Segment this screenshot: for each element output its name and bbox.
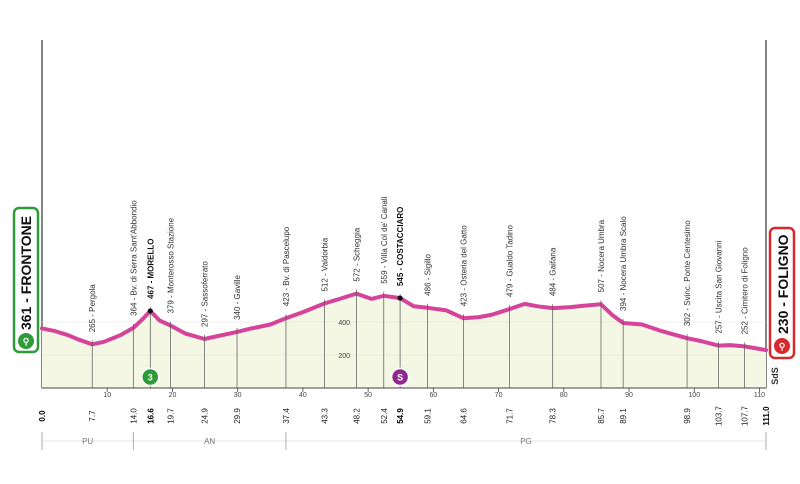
waypoint-label: 394 - Nocera Umbra Scalo [619, 216, 628, 311]
waypoint-label: 507 - Nocera Umbra [597, 219, 606, 292]
waypoint-label: 257 - Uscita San Giovanni [714, 240, 723, 333]
finish-km-label: 111.0 [762, 406, 771, 426]
axis-layer: 7.7 14.0 16.6 19.7 24.9 29.9 37.4 43.3 48.2 52.4 5… [38, 367, 780, 450]
waypoint-km-label: 107.7 [740, 405, 749, 426]
waypoint-km-label: 43.3 [320, 408, 329, 424]
waypoint-label: 302 - Svinc. Ponte Centesimo [683, 220, 692, 326]
waypoint-label: 545 - COSTACCIARO [396, 207, 405, 286]
waypoint-km-label: 48.2 [352, 408, 361, 424]
climb-badge [141, 367, 160, 387]
bike-icon: ⚲ [23, 337, 30, 347]
waypoint-km-label: 98.9 [683, 408, 692, 424]
start-box-frame [12, 206, 40, 354]
region-label: PG [520, 437, 532, 446]
waypoint-km-label: 59.1 [423, 408, 432, 424]
finish-box: 230 - FOLIGNO ⚲ [768, 226, 796, 360]
waypoint-km-label: 78.3 [549, 408, 558, 424]
finish-box-frame [768, 226, 796, 360]
waypoint-label: 364 - Bv. di Serra Sant'Abbondio [129, 200, 138, 316]
x-tick-label: 110 [754, 392, 765, 399]
end-layer: 361 - FRONTONE ⚲ 230 - FOLIGNO ⚲ [12, 206, 796, 360]
sds-label: SdS [770, 367, 780, 385]
sprint-summit-dot [397, 295, 403, 301]
waypoint-km-label: 16.6 [146, 408, 155, 424]
waypoint-label: 265 - Pergola [88, 284, 97, 333]
waypoint-km-label: 7.7 [88, 410, 97, 422]
waypoint-km-label: 85.7 [597, 408, 606, 424]
waypoint-km-label: 89.1 [619, 408, 628, 424]
profile-layer: 200 400 [40, 291, 768, 388]
waypoint-label: 512 - Valdorbia [320, 237, 329, 291]
x-tick-label: 30 [234, 392, 242, 399]
profile-line [40, 291, 768, 353]
waypoint-label: 572 - Scheggia [352, 227, 361, 281]
climb-badge-label: 3 [148, 373, 153, 383]
x-tick-label: 20 [169, 392, 177, 399]
waypoint-km-label: 71.7 [506, 408, 515, 424]
sprint-badge-label: S [397, 373, 403, 383]
waypoint-km-label: 19.7 [166, 408, 175, 424]
altitude-tick-label-400: 400 [338, 320, 350, 327]
start-box: 361 - FRONTONE ⚲ [12, 206, 40, 354]
waypoint-label: 486 - Sigillo [423, 253, 432, 295]
waypoint-km-label: 103.7 [714, 405, 723, 426]
waypoint-km-label: 37.4 [282, 408, 291, 424]
waypoint-label: 479 - Gualdo Tadino [506, 225, 515, 297]
waypoint-label: 297 - Sassoferrato [200, 261, 209, 327]
waypoint-label: 484 - Gaifana [549, 247, 558, 296]
waypoint-label: 340 - Gaville [233, 274, 242, 319]
waypoint-label: 559 - Villa Col de' Canali [380, 196, 389, 283]
x-tick-label: 40 [299, 392, 307, 399]
waypoint-label: 423 - Bv. di Pascelupo [282, 226, 291, 306]
waypoint-label: 467 - MORELLO [146, 238, 155, 298]
climb-summit-dot [147, 308, 153, 314]
bike-icon: ⚲ [779, 342, 786, 352]
waypoint-layer: 265 - Pergola 364 - Bv. di Serra Sant'Abb… [88, 196, 749, 388]
x-tick-label: 50 [364, 392, 372, 399]
region-label: AN [204, 437, 215, 446]
waypoint-km-label: 29.9 [233, 408, 242, 424]
profile-area [42, 293, 766, 388]
x-tick-label: 10 [103, 392, 111, 399]
waypoint-km-label: 52.4 [380, 408, 389, 424]
waypoint-label: 252 - Cimitero di Foligno [740, 247, 749, 335]
region-label: PU [82, 437, 93, 446]
waypoint-km-label: 54.9 [396, 408, 405, 424]
waypoint-label: 379 - Monterosso Stazione [166, 217, 175, 313]
x-tick-label: 70 [495, 392, 503, 399]
start-bike-badge [18, 333, 34, 349]
waypoint-label: 423 - Osteria del Gatto [459, 225, 468, 306]
waypoint-km-label: 14.0 [129, 408, 138, 424]
altitude-tick-label-200: 200 [338, 353, 350, 360]
waypoint-km-label: 24.9 [200, 408, 209, 424]
finish-bike-badge [774, 338, 790, 354]
sprint-badge [390, 367, 410, 387]
finish-label: 230 - FOLIGNO [775, 234, 791, 334]
waypoint-km-label: 64.6 [459, 408, 468, 424]
x-tick-label: 100 [688, 392, 700, 399]
start-label: 361 - FRONTONE [18, 216, 34, 330]
x-tick-label: 60 [429, 392, 437, 399]
x-tick-label: 90 [625, 392, 633, 399]
x-tick-label: 80 [560, 392, 568, 399]
start-km-label: 0.0 [38, 410, 47, 422]
